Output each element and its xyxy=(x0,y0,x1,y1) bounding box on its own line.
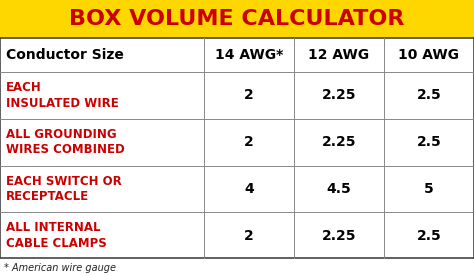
Text: 2.25: 2.25 xyxy=(322,89,356,102)
Text: 4.5: 4.5 xyxy=(327,182,351,196)
Text: ALL GROUNDING
WIRES COMBINED: ALL GROUNDING WIRES COMBINED xyxy=(6,128,125,156)
Text: EACH
INSULATED WIRE: EACH INSULATED WIRE xyxy=(6,81,119,110)
Text: EACH SWITCH OR
RECEPTACLE: EACH SWITCH OR RECEPTACLE xyxy=(6,175,122,203)
Text: BOX VOLUME CALCULATOR: BOX VOLUME CALCULATOR xyxy=(69,9,405,29)
Text: 2.25: 2.25 xyxy=(322,229,356,243)
Text: 2.5: 2.5 xyxy=(417,229,441,243)
Text: Conductor Size: Conductor Size xyxy=(6,48,124,62)
Text: 2: 2 xyxy=(244,135,254,149)
Text: 4: 4 xyxy=(244,182,254,196)
Bar xyxy=(0,166,474,212)
Text: 2: 2 xyxy=(244,229,254,243)
Text: 2.5: 2.5 xyxy=(417,135,441,149)
Text: * American wire gauge: * American wire gauge xyxy=(4,263,116,273)
Text: 10 AWG: 10 AWG xyxy=(399,48,459,62)
Text: ALL INTERNAL
CABLE CLAMPS: ALL INTERNAL CABLE CLAMPS xyxy=(6,221,107,250)
Bar xyxy=(0,0,474,38)
Bar xyxy=(0,119,474,166)
Text: 2: 2 xyxy=(244,89,254,102)
Text: 2.25: 2.25 xyxy=(322,135,356,149)
Text: 12 AWG: 12 AWG xyxy=(309,48,369,62)
Text: 5: 5 xyxy=(424,182,434,196)
Text: 14 AWG*: 14 AWG* xyxy=(215,48,283,62)
Bar xyxy=(0,72,474,119)
Bar xyxy=(0,38,474,72)
Bar xyxy=(0,212,474,259)
Text: 2.5: 2.5 xyxy=(417,89,441,102)
